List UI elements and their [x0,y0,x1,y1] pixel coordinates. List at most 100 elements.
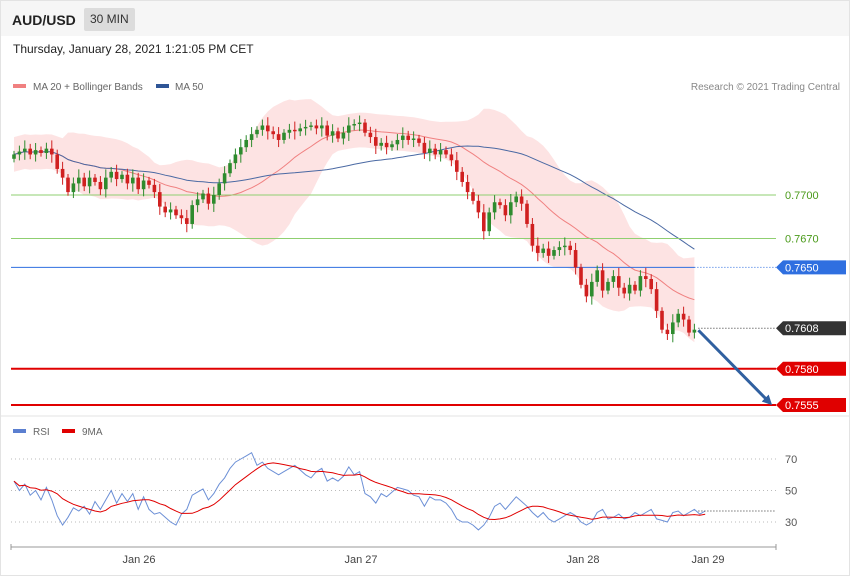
candle-body [471,192,475,201]
level-label: 0.7608 [785,323,819,335]
candle-body [201,193,205,200]
candle-body [325,125,329,136]
candle-body [428,148,432,153]
candle-body [487,212,491,232]
rsi-tick-label: 30 [785,517,797,529]
rsi-panel: 70 50 30 [11,451,797,531]
level-label: 0.7555 [785,400,819,412]
candle-body [239,147,243,155]
candle-body [438,150,443,155]
candle-body [185,218,189,224]
candle-body [287,129,292,133]
candle-body [114,171,119,180]
level-tag [776,361,846,376]
candle-body [649,279,653,290]
candle-body [492,202,497,213]
level-tag [776,321,846,336]
ma50-legend-swatch [156,84,169,88]
candle-body [228,163,232,174]
candle-body [406,135,410,140]
projection-arrow [697,329,773,406]
candle-body [163,206,167,213]
candle-body [330,131,335,136]
candle-body [104,177,108,190]
candle-body [665,329,670,335]
candle-body [309,125,313,127]
candle-body [660,310,664,330]
candle-body [271,131,275,135]
bollinger-band-area [14,99,695,343]
candle-body [498,202,502,206]
candle-body [39,150,43,153]
level-label: 0.7700 [785,190,819,202]
candle-body [352,124,356,126]
candle-body [195,199,200,206]
candle-body [638,276,643,291]
level-tags: 0.7700 0.7670 0.7650 0.7608 0.7580 0.7555 [776,190,846,412]
candle-body [212,195,216,204]
candle-body [546,248,551,256]
ma9-legend-swatch [62,429,75,433]
candle-body [687,319,691,333]
candle-body [77,177,81,184]
candle-body [433,148,437,155]
candle-body [314,125,319,129]
candle-body [422,142,427,153]
candle-body [260,125,265,130]
ma20-legend-label: MA 20 + Bollinger Bands [33,82,143,93]
level-label: 0.7670 [785,233,819,245]
candle-body [82,177,86,187]
candle-body [158,192,162,207]
candle-body [131,177,135,184]
candle-body [401,135,405,140]
x-tick-label: Jan 28 [566,554,599,566]
price-levels [11,194,776,406]
candle-body [368,132,373,138]
candle-body [476,200,481,213]
timeframe-badge[interactable]: 30 MIN [84,8,135,31]
rsi-legend-label: RSI [33,427,50,438]
candle-body [363,122,367,133]
candle-body [379,142,383,146]
candle-body [536,245,540,253]
candle-body [293,129,297,132]
rsi-tick-label: 50 [785,486,797,498]
candle-body [87,177,92,187]
top-bar: AUD/USD 30 MIN [1,1,849,36]
candle-body [179,215,184,219]
candle-body [93,177,97,182]
candle-body [50,148,54,155]
candle-body [606,281,610,291]
candle-body [374,137,378,146]
candle-body [136,177,140,190]
candle-body [600,270,605,291]
candle-body [217,183,221,195]
candle-body [455,160,459,172]
candle-body [465,181,470,193]
candle-body [617,276,621,288]
candle-body [341,132,346,139]
candle-body [676,313,680,323]
candle-body [460,171,464,182]
candle-body [681,313,686,320]
x-tick-label: Jan 27 [344,554,377,566]
candle-body [125,174,130,184]
candle-body [541,248,545,253]
candle-body [530,223,535,246]
candle-body [482,212,486,232]
candle-body [98,181,103,190]
level-label: 0.7580 [785,364,819,376]
candle-body [671,322,675,335]
x-axis: Jan 26 Jan 27 Jan 28 Jan 29 [10,544,777,566]
candle-body [152,184,157,193]
candle-body [449,154,454,161]
candle-body [255,129,259,135]
rsi-tick-label: 70 [785,454,797,466]
ma20-legend-swatch [13,84,26,88]
ma9-legend-label: 9MA [82,427,103,438]
candle-body [109,171,113,178]
candle-body [509,202,513,216]
bollinger-band [14,99,695,343]
ma50-legend-label: MA 50 [175,82,204,93]
